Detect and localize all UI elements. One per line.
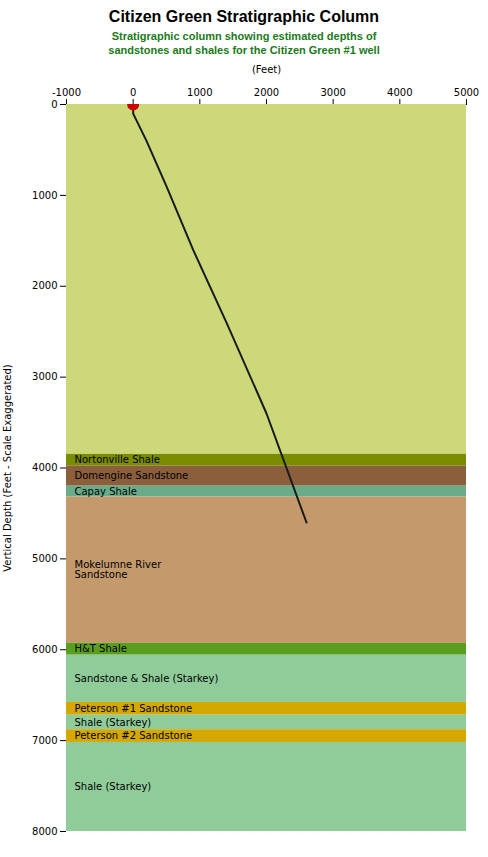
svg-text:1000: 1000 [187, 86, 212, 97]
html-text:Stratigraphic column showing e: Stratigraphic column showing estimated d… [108, 30, 380, 56]
svg-text:1000: 1000 [32, 189, 57, 200]
svg-text:3000: 3000 [32, 371, 57, 382]
svg-text:Peterson #2 Sandstone: Peterson #2 Sandstone [75, 730, 193, 741]
html-text:Citizen Green Stratigraphic Co: Citizen Green Stratigraphic Column [108, 8, 380, 25]
svg-text:5000: 5000 [454, 86, 479, 97]
svg-text:Shale (Starkey): Shale (Starkey) [75, 781, 152, 792]
svg-text:5000: 5000 [32, 553, 57, 564]
svg-text:Peterson #1 Sandstone: Peterson #1 Sandstone [75, 703, 193, 714]
svg-text:2000: 2000 [32, 280, 57, 291]
svg-text:6000: 6000 [32, 643, 57, 654]
svg-text:7000: 7000 [32, 734, 57, 745]
svg-text:-1000: -1000 [52, 86, 81, 97]
svg-text:4000: 4000 [387, 86, 412, 97]
svg-text:0: 0 [130, 86, 136, 97]
svg-text:8000: 8000 [32, 825, 57, 836]
svg-text:3000: 3000 [320, 86, 345, 97]
svg-text:Vertical Depth (Feet - Scale E: Vertical Depth (Feet - Scale Exaggerated… [2, 364, 13, 572]
svg-text:(Feet): (Feet) [252, 63, 281, 74]
svg-text:Domengine Sandstone: Domengine Sandstone [75, 470, 189, 481]
svg-text:Nortonville Shale: Nortonville Shale [75, 454, 160, 465]
svg-text:Sandstone & Shale (Starkey): Sandstone & Shale (Starkey) [75, 673, 219, 684]
svg-text:2000: 2000 [254, 86, 279, 97]
svg-text:Shale (Starkey): Shale (Starkey) [75, 716, 152, 727]
svg-text:4000: 4000 [32, 462, 57, 473]
svg-text:0: 0 [51, 98, 57, 109]
svg-text:H&T Shale: H&T Shale [75, 643, 127, 654]
svg-text:Mokelumne RiverSandstone: Mokelumne RiverSandstone [75, 559, 163, 580]
svg-text:Capay Shale: Capay Shale [75, 485, 137, 496]
